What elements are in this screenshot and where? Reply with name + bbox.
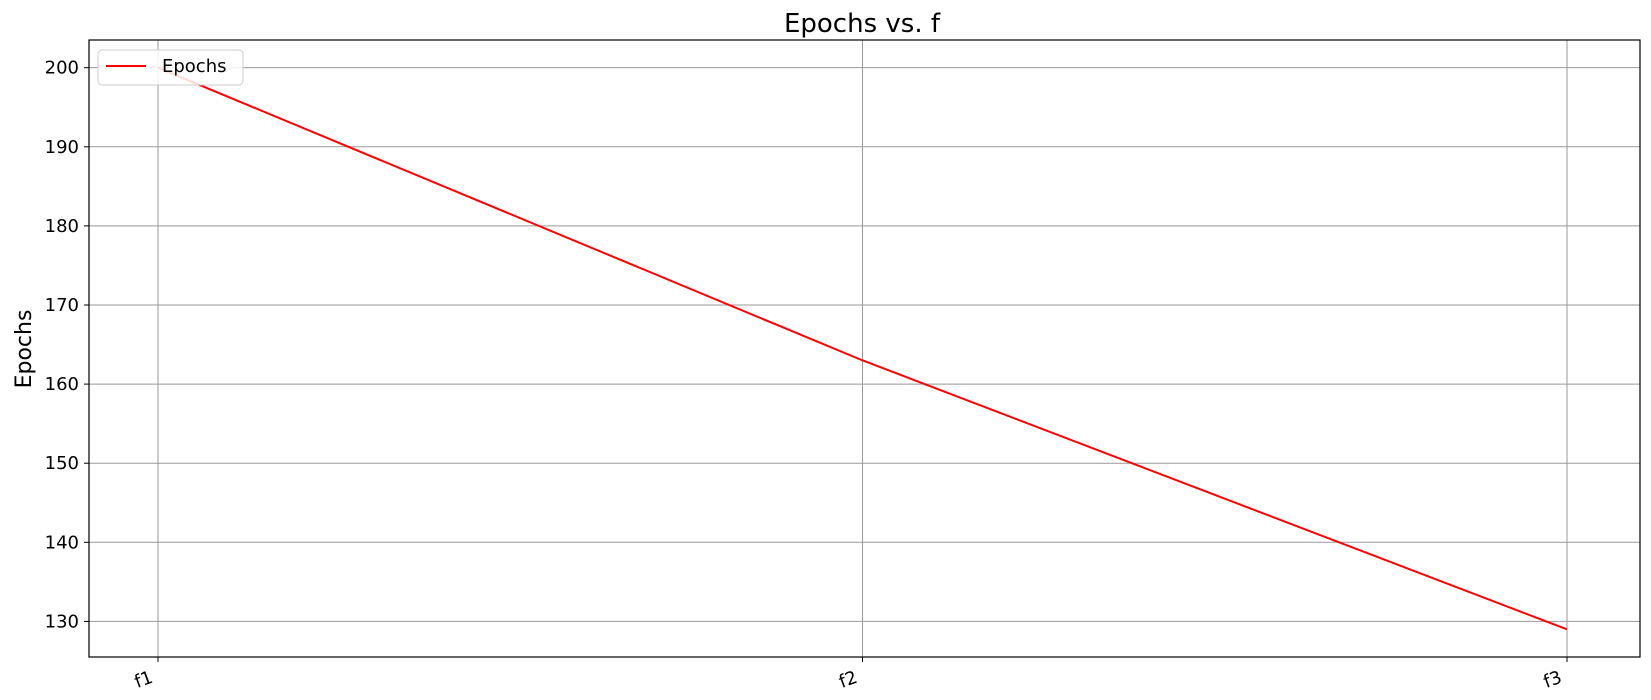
y-tick-label-6: 190 — [45, 137, 79, 158]
y-tick-label-1: 140 — [45, 532, 79, 553]
y-tick-label-2: 150 — [45, 453, 79, 474]
plot-frame — [88, 39, 1641, 658]
legend-label-epochs: Epochs — [162, 56, 227, 77]
tick-labels: 130 140 150 160 170 180 190 200 f1 f2 f3 — [45, 58, 1565, 693]
y-tick-label-4: 170 — [45, 295, 79, 316]
x-tick-label-2: f3 — [1541, 667, 1565, 693]
grid-lines — [89, 40, 1640, 657]
y-tick-label-7: 200 — [45, 58, 79, 79]
y-axis-label: Epochs — [12, 310, 37, 389]
axes — [84, 39, 1641, 662]
y-tick-label-0: 130 — [45, 611, 79, 632]
y-tick-label-5: 180 — [45, 216, 79, 237]
x-tick-label-0: f1 — [132, 667, 156, 693]
legend-box — [97, 49, 244, 86]
y-tick-label-3: 160 — [45, 374, 79, 395]
legend: Epochs — [97, 49, 244, 86]
chart-title: Epochs vs. f — [784, 9, 941, 39]
x-tick-label-1: f2 — [836, 667, 860, 693]
